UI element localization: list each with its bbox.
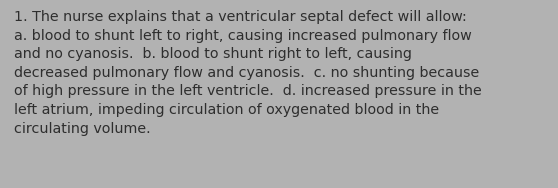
Text: 1. The nurse explains that a ventricular septal defect will allow:
a. blood to s: 1. The nurse explains that a ventricular… — [14, 10, 482, 136]
